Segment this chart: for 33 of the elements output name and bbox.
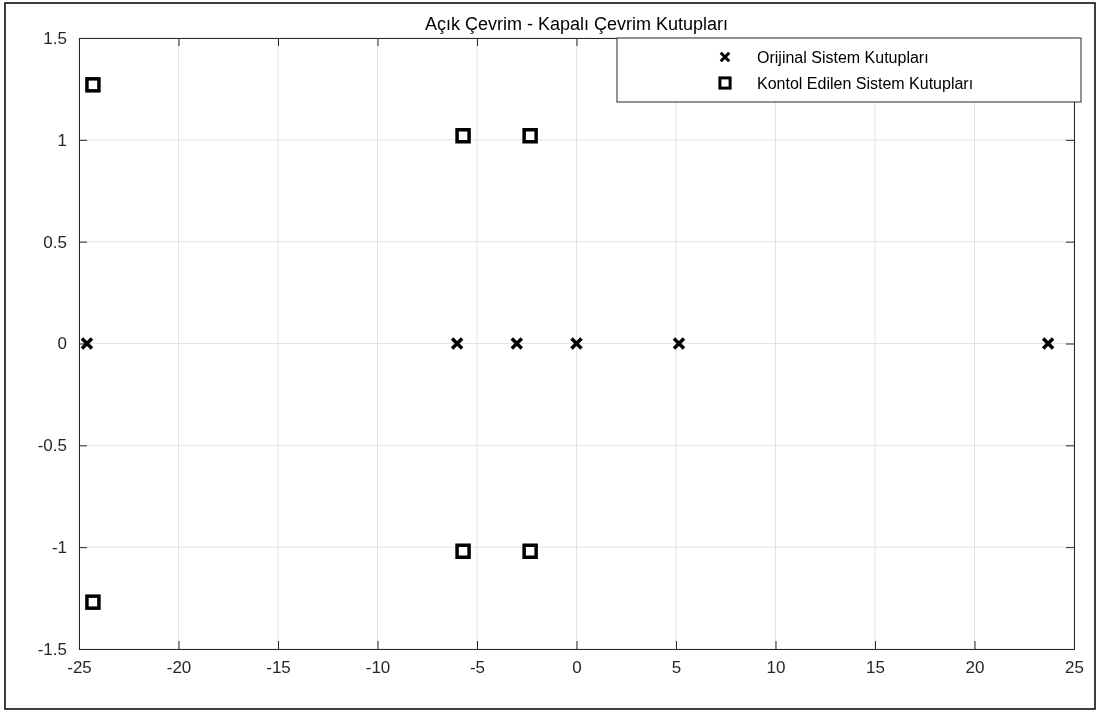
- chart-title: Açık Çevrim - Kapalı Çevrim Kutupları: [424, 14, 729, 34]
- legend-label: Orijinal Sistem Kutupları: [757, 49, 929, 66]
- x-tick-label: -25: [67, 658, 92, 678]
- point: [455, 128, 471, 144]
- point: [85, 77, 101, 93]
- x-tick-label: -15: [266, 658, 291, 678]
- point: [455, 543, 471, 559]
- y-tick-label: 1: [57, 130, 67, 150]
- x-tick-label: 20: [965, 658, 985, 678]
- x-tick-label: -5: [469, 658, 486, 678]
- legend-label: Kontol Edilen Sistem Kutupları: [757, 75, 974, 92]
- y-tick-label: 1.5: [43, 28, 67, 48]
- x-tick-label: 15: [866, 658, 885, 678]
- x-tick-label: 10: [766, 658, 786, 678]
- y-tick-label: 0: [57, 334, 67, 354]
- y-tick-label: -1: [51, 538, 67, 558]
- point: [80, 336, 94, 351]
- x-tick-label: -20: [166, 658, 192, 678]
- x-tick-label: 25: [1065, 658, 1084, 678]
- point: [672, 336, 686, 351]
- y-tick-label: -1.5: [37, 639, 67, 659]
- x-tick-label: 5: [671, 658, 682, 678]
- point: [450, 336, 464, 351]
- y-tick-label: -0.5: [37, 436, 67, 456]
- point: [510, 336, 524, 351]
- point: [569, 336, 584, 351]
- x-tick-label: -10: [365, 658, 391, 678]
- point: [85, 594, 101, 610]
- point: [1041, 336, 1055, 351]
- x-tick-label: 0: [572, 658, 582, 678]
- y-tick-label: 0.5: [43, 232, 67, 252]
- point: [522, 543, 538, 559]
- point: [522, 128, 538, 144]
